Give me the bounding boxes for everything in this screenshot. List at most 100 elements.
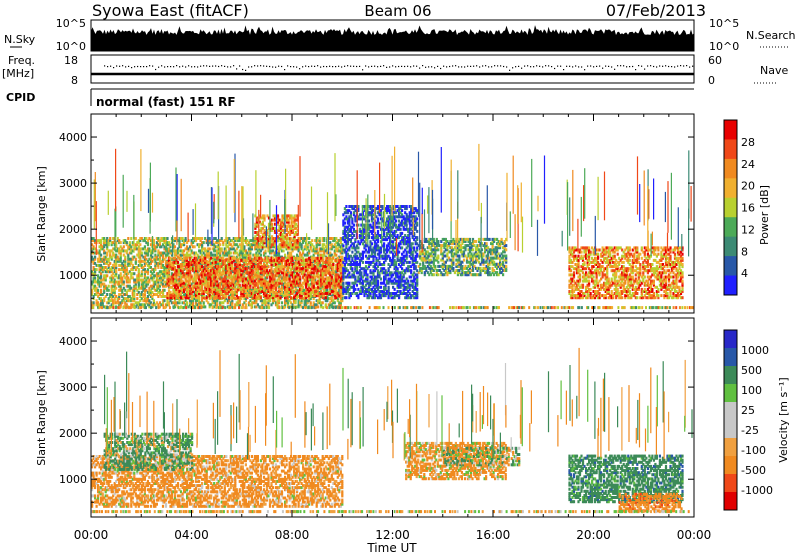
data-cell [270,269,273,273]
data-cell [113,282,116,286]
data-cell [201,292,204,295]
data-cell [306,273,309,277]
data-cell [330,281,333,285]
data-cell [339,285,342,289]
data-cell [267,237,271,241]
data-cell [253,271,256,275]
data-cell [326,279,329,283]
nave-dot [275,66,277,68]
data-cell [125,249,128,253]
data-cell [122,268,125,272]
data-cell [305,292,308,295]
nave-dot [689,66,691,68]
data-cell [186,247,189,251]
data-cell [228,287,231,291]
data-cell [270,222,274,226]
data-cell [175,273,178,277]
data-cell [283,241,286,245]
data-cell [169,243,172,247]
data-cell [323,267,326,271]
data-cell [315,299,318,303]
data-cell [175,280,178,284]
data-cell [121,276,124,280]
data-cell [339,249,342,253]
data-cell [253,294,256,298]
data-cell [124,249,127,253]
data-cell [164,239,168,243]
data-cell [112,276,115,280]
data-cell [152,286,155,290]
data-cell [161,299,165,303]
data-cell [253,305,256,309]
data-cell [128,286,131,290]
data-cell [286,216,289,220]
data-cell [231,260,234,264]
data-cell [222,263,225,266]
data-cell [270,273,273,277]
data-cell [299,241,302,245]
data-cell [277,256,281,260]
data-cell [100,266,103,269]
data-cell [341,258,344,262]
data-cell [127,297,130,301]
data-cell [288,290,291,293]
data-cell [330,275,333,279]
data-cell [318,301,321,305]
data-cell [231,265,234,269]
nave-dot [251,66,253,68]
data-cell [190,277,193,281]
data-cell [137,290,140,294]
nave-dot [281,65,283,68]
data-cell [167,303,171,307]
data-cell [146,295,149,298]
data-cell [137,284,140,288]
data-cell [425,269,428,272]
data-cell [128,299,131,303]
data-cell [259,281,262,285]
data-cell [261,286,264,290]
data-cell [294,256,297,260]
data-cell [241,303,244,307]
data-cell [264,249,267,253]
nave-dot [500,65,502,67]
data-cell [252,241,255,245]
data-cell [333,292,336,295]
data-cell [249,247,252,251]
nave-dot [329,65,331,67]
data-cell [314,278,317,282]
data-cell [419,250,422,254]
data-cell [329,266,332,269]
data-cell [207,265,210,269]
data-cell [107,241,110,245]
data-cell [300,305,303,309]
data-cell [267,303,270,307]
data-cell [226,260,229,264]
data-cell [186,294,189,298]
data-cell [167,263,171,266]
data-cell [222,279,225,283]
data-cell [293,261,296,265]
data-cell [231,301,234,305]
data-cell [258,294,261,298]
data-cell [204,260,207,264]
data-cell [285,263,288,266]
data-cell [225,265,228,269]
data-cell [243,283,246,287]
data-cell [305,285,308,289]
data-cell [121,290,124,294]
data-cell [103,237,106,240]
data-cell [127,295,130,298]
data-cell [130,303,133,307]
data-cell [295,231,298,234]
data-cell [261,275,264,279]
data-cell [235,251,238,255]
data-cell [228,263,231,266]
nave-dot [626,66,628,68]
data-cell [91,290,94,294]
data-cell [273,260,276,264]
data-cell [179,256,183,260]
data-cell [179,277,183,281]
data-cell [267,226,271,230]
data-cell [134,301,137,305]
data-cell [261,265,264,269]
